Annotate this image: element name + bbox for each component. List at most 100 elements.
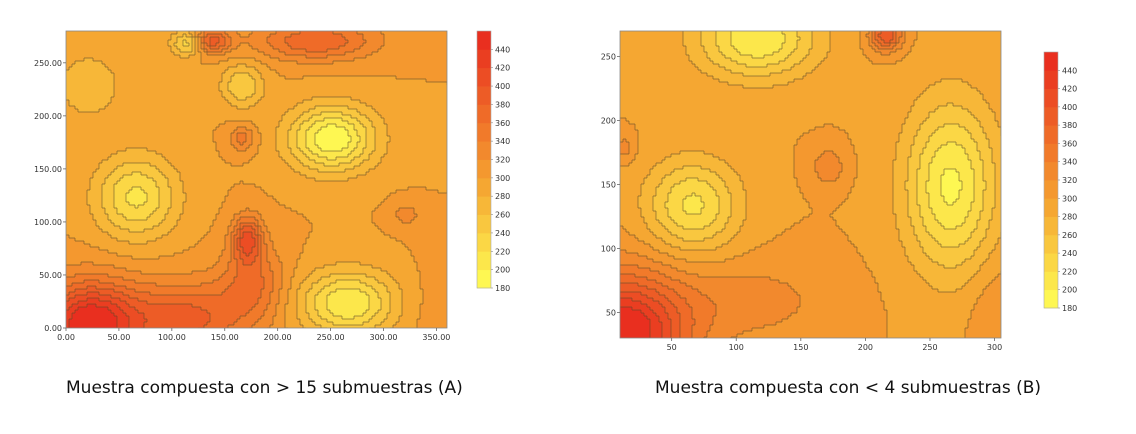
- contour-band-cell: [303, 325, 322, 328]
- contour-band-cell: [231, 91, 256, 95]
- contour-band-cell: [866, 34, 873, 38]
- contour-band-cell: [285, 76, 304, 80]
- contour-band-cell: [66, 211, 91, 215]
- contour-band-cell: [848, 133, 900, 137]
- contour-band-cell: [671, 325, 681, 329]
- contour-band-cell: [312, 283, 331, 287]
- contour-band-cell: [294, 274, 310, 278]
- contour-band-cell: [962, 181, 975, 185]
- contour-band-cell: [809, 214, 831, 218]
- colorbar-band: [1044, 234, 1058, 254]
- contour-band-cell: [219, 37, 226, 41]
- contour-band-cell: [261, 268, 271, 272]
- contour-band-cell: [72, 304, 88, 308]
- contour-band-cell: [171, 205, 184, 209]
- contour-band-cell: [692, 286, 792, 290]
- contour-band-cell: [935, 238, 969, 242]
- contour-band-cell: [270, 295, 280, 299]
- contour-band-cell: [273, 241, 307, 245]
- y-tick-label: 200.00: [34, 112, 62, 121]
- contour-band-cell: [117, 238, 157, 242]
- contour-band-cell: [240, 217, 256, 221]
- contour-band-cell: [222, 79, 232, 83]
- contour-band-cell: [66, 151, 118, 155]
- contour-band-cell: [983, 196, 996, 200]
- contour-band-cell: [156, 208, 169, 212]
- contour-band-cell: [303, 100, 361, 104]
- contour-band-cell: [114, 193, 127, 197]
- contour-band-cell: [243, 232, 253, 236]
- contour-band-cell: [414, 256, 447, 260]
- contour-band-cell: [417, 319, 447, 323]
- contour-band-cell: [354, 124, 364, 128]
- contour-band-cell: [402, 301, 424, 305]
- contour-band-cell: [659, 220, 675, 224]
- colorbar-tick-label: 200: [1062, 286, 1077, 295]
- contour-band-cell: [357, 133, 367, 137]
- contour-band-cell: [273, 274, 283, 278]
- contour-band-cell: [941, 178, 960, 182]
- contour-band-cell: [153, 178, 169, 182]
- contour-band-cell: [620, 163, 630, 167]
- contour-band-cell: [195, 37, 199, 41]
- contour-band-cell: [920, 127, 939, 131]
- contour-band-cell: [794, 79, 942, 83]
- contour-band-cell: [333, 61, 447, 65]
- contour-band-cell: [171, 196, 187, 200]
- contour-band-cell: [390, 307, 403, 311]
- contour-band-cell: [620, 46, 687, 50]
- contour-band-cell: [893, 31, 897, 35]
- contour-band-cell: [426, 79, 447, 83]
- contour-band-cell: [893, 199, 909, 203]
- contour-band-cell: [240, 241, 256, 245]
- contour-band-cell: [653, 259, 687, 263]
- contour-band-cell: [267, 193, 391, 197]
- contour-band-cell: [701, 31, 717, 35]
- contour-band-cell: [291, 277, 307, 281]
- contour-band-cell: [746, 199, 807, 203]
- contour-band-cell: [821, 61, 873, 65]
- contour-band-cell: [620, 289, 657, 293]
- contour-band-cell: [225, 31, 238, 35]
- contour-band-cell: [261, 229, 268, 233]
- contour-band-cell: [318, 145, 349, 149]
- contour-band-cell: [887, 325, 969, 329]
- contour-band-cell: [842, 229, 900, 233]
- contour-band-cell: [66, 163, 100, 167]
- contour-band-cell: [237, 274, 262, 278]
- contour-band-cell: [977, 223, 990, 227]
- contour-band-cell: [387, 133, 447, 137]
- contour-band-cell: [279, 256, 301, 260]
- contour-band-cell: [255, 223, 259, 227]
- colorbar-band: [1044, 106, 1058, 126]
- contour-band-cell: [114, 202, 130, 206]
- contour-band-cell: [806, 199, 846, 203]
- colorbar-band: [1044, 180, 1058, 199]
- contour-band-cell: [66, 223, 97, 227]
- contour-band-cell: [905, 118, 927, 122]
- contour-band-cell: [716, 43, 732, 47]
- x-tick-label: 200.00: [264, 333, 292, 342]
- contour-band-cell: [414, 259, 447, 263]
- contour-band-cell: [980, 217, 993, 221]
- contour-band-cell: [261, 217, 307, 221]
- contour-band-cell: [656, 193, 669, 197]
- contour-band-cell: [662, 181, 681, 185]
- contour-band-cell: [222, 250, 232, 254]
- contour-band-cell: [108, 274, 223, 278]
- contour-band-cell: [986, 259, 1001, 263]
- contour-band-cell: [228, 268, 238, 272]
- contour-band-cell: [833, 124, 903, 128]
- contour-band-cell: [258, 235, 262, 239]
- contour-band-cell: [273, 277, 283, 281]
- contour-band-cell: [417, 325, 447, 328]
- contour-band-cell: [896, 223, 912, 227]
- contour-band-cell: [878, 289, 939, 293]
- contour-band-cell: [372, 286, 388, 290]
- contour-band-cell: [387, 196, 447, 200]
- contour-band-cell: [620, 277, 648, 281]
- contour-band-cell: [402, 298, 424, 302]
- contour-band-cell: [965, 241, 981, 245]
- contour-band-cell: [366, 136, 376, 140]
- contour-band-cell: [258, 241, 262, 245]
